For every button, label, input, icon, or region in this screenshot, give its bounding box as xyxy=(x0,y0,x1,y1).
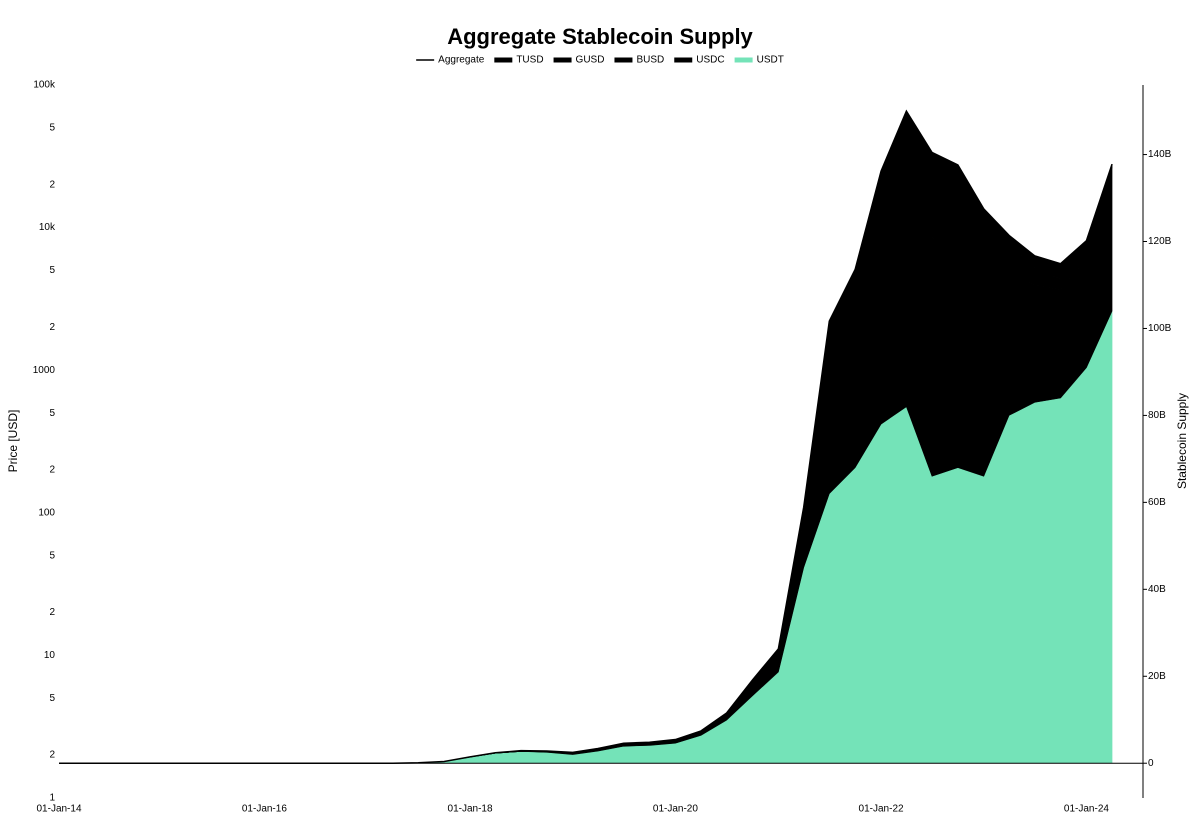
y-axis-label: Price [USD] xyxy=(6,410,20,473)
y-tick-label: 2 xyxy=(49,607,55,618)
y-tick-label: 2 xyxy=(49,465,55,476)
y-tick-label: 5 xyxy=(49,265,55,276)
legend-item: TUSD xyxy=(494,55,544,66)
y2-tick-label: 20B xyxy=(1148,671,1166,682)
y2-tick-label: 0 xyxy=(1148,758,1154,769)
y2-axis-label: Stablecoin Supply xyxy=(1175,393,1189,489)
y-tick-label: 5 xyxy=(49,408,55,419)
legend-item: GUSD xyxy=(553,55,605,66)
y-tick-label: 2 xyxy=(49,179,55,190)
y-tick-label: 100k xyxy=(33,80,56,91)
y2-tick-label: 120B xyxy=(1148,236,1172,247)
y-tick-label: 100 xyxy=(38,507,55,518)
y-tick-label: 10 xyxy=(44,650,56,661)
legend: Aggregate TUSD GUSD BUSD USDC USDT xyxy=(416,55,784,66)
y2-tick-label: 140B xyxy=(1148,149,1172,160)
y-tick-label: 2 xyxy=(49,750,55,761)
y2-tick-label: 100B xyxy=(1148,323,1172,334)
x-tick-label: 01-Jan-22 xyxy=(859,804,904,815)
legend-item: USDC xyxy=(674,55,725,66)
legend-label: USDT xyxy=(757,55,784,66)
legend-swatch xyxy=(734,57,753,63)
legend-swatch xyxy=(614,57,633,63)
x-tick-label: 01-Jan-24 xyxy=(1064,804,1109,815)
y-tick-label: 5 xyxy=(49,550,55,561)
legend-swatch xyxy=(494,57,513,63)
legend-swatch xyxy=(674,57,693,63)
legend-item: USDT xyxy=(734,55,784,66)
y2-tick-label: 80B xyxy=(1148,410,1166,421)
y2-tick-label: 40B xyxy=(1148,584,1166,595)
chart-title: Aggregate Stablecoin Supply xyxy=(447,24,753,49)
legend-label: GUSD xyxy=(576,55,605,66)
legend-item: Aggregate xyxy=(416,55,485,66)
legend-label: BUSD xyxy=(636,55,664,66)
legend-label: TUSD xyxy=(516,55,543,66)
x-tick-label: 01-Jan-20 xyxy=(653,804,698,815)
x-tick-label: 01-Jan-16 xyxy=(242,804,287,815)
y-tick-label: 10k xyxy=(39,222,56,233)
x-tick-label: 01-Jan-18 xyxy=(448,804,493,815)
legend-swatch xyxy=(553,57,572,63)
legend-label: Aggregate xyxy=(438,55,485,66)
legend-label: USDC xyxy=(696,55,724,66)
x-tick-label: 01-Jan-14 xyxy=(36,804,81,815)
y-tick-label: 5 xyxy=(49,693,55,704)
y-tick-label: 2 xyxy=(49,322,55,333)
y-tick-label: 1000 xyxy=(33,365,56,376)
y-tick-label: 5 xyxy=(49,123,55,134)
y2-tick-label: 60B xyxy=(1148,497,1166,508)
y-tick-label: 1 xyxy=(49,793,55,804)
legend-item: BUSD xyxy=(614,55,664,66)
